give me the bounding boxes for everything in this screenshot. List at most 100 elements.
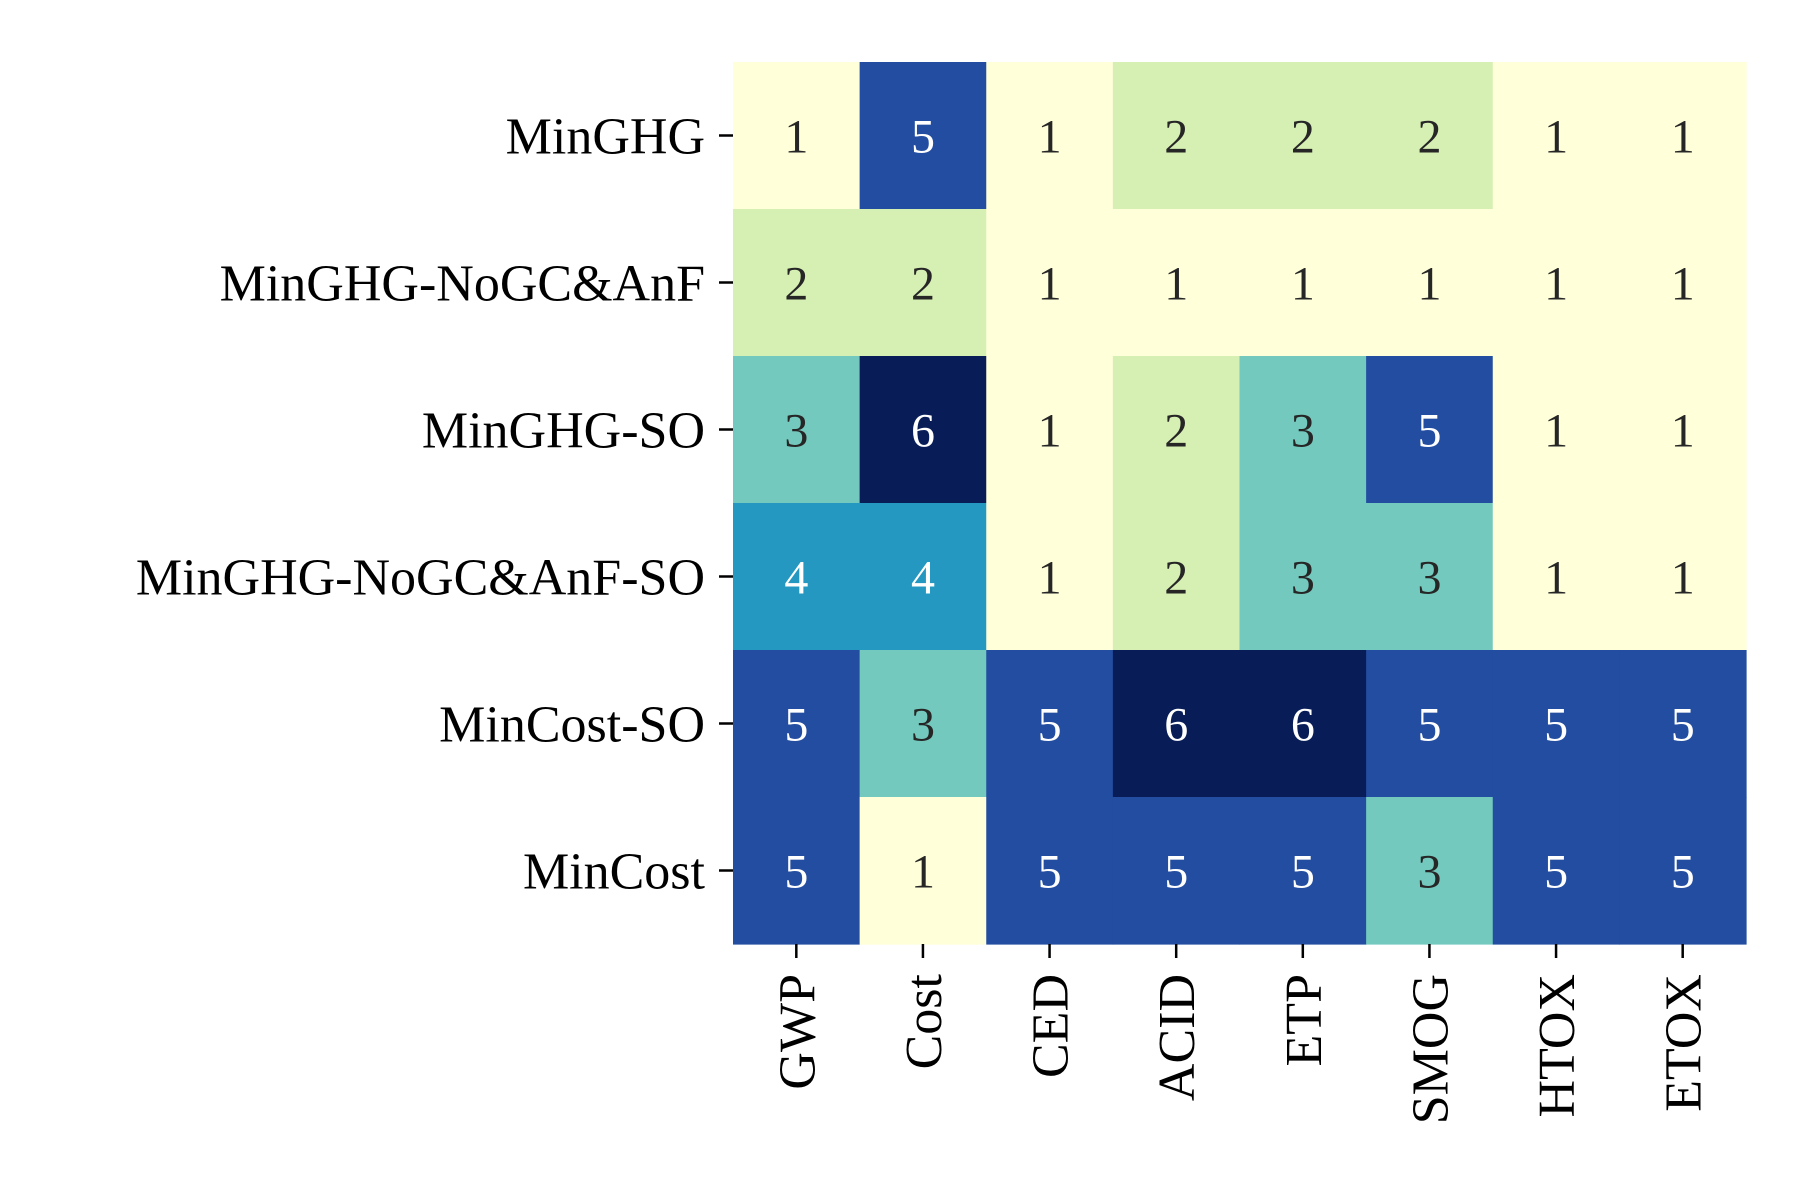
heatmap-cell-minghg-gwp bbox=[733, 62, 861, 210]
cell-value-label: 1 bbox=[1417, 258, 1441, 311]
heatmap-cell-minghg-nogcandanf-ced bbox=[986, 209, 1114, 357]
cell-value-label: 3 bbox=[1291, 552, 1315, 605]
heatmap-cell-mincost-etp bbox=[1239, 797, 1367, 945]
cell-value-label: 1 bbox=[1671, 405, 1695, 458]
cell-value-label: 1 bbox=[911, 846, 935, 899]
heatmap-cell-minghg-acid bbox=[1112, 62, 1241, 210]
cell-value-label: 2 bbox=[1417, 111, 1441, 164]
heatmap-cell-minghg-etp bbox=[1239, 62, 1367, 210]
heatmap-cell-minghg-htox bbox=[1492, 62, 1620, 210]
heatmap-cell-mincost-so-htox bbox=[1492, 650, 1620, 798]
heatmap-cell-minghg-nogcandanf-htox bbox=[1492, 209, 1620, 357]
cell-value-label: 1 bbox=[1544, 552, 1568, 605]
cell-value-label: 2 bbox=[1164, 552, 1188, 605]
cell-value-label: 3 bbox=[1417, 846, 1441, 899]
cell-value-label: 3 bbox=[1291, 405, 1315, 458]
heatmap-cell-minghg-nogcandanf-so-cost bbox=[859, 503, 987, 651]
heatmap-cell-minghg-so-cost bbox=[859, 356, 987, 504]
heatmap-cell-minghg-etox bbox=[1619, 62, 1747, 210]
column-label-acid: ACID bbox=[1149, 974, 1206, 1101]
heatmap-cell-minghg-nogcandanf-so-htox bbox=[1492, 503, 1620, 651]
heatmap-cell-mincost-cost bbox=[859, 797, 987, 945]
cell-value-label: 6 bbox=[911, 405, 935, 458]
cell-value-label: 5 bbox=[784, 699, 808, 752]
heatmap-cell-minghg-ced bbox=[986, 62, 1114, 210]
row-label-minghg: MinGHG bbox=[506, 109, 705, 166]
heatmap-cell-minghg-nogcandanf-so-ced bbox=[986, 503, 1114, 651]
cell-value-label: 1 bbox=[1164, 258, 1188, 311]
cell-value-label: 5 bbox=[1038, 699, 1062, 752]
cell-value-label: 5 bbox=[1291, 846, 1315, 899]
row-label-minghg-so: MinGHG-SO bbox=[422, 403, 705, 460]
row-label-mincost: MinCost bbox=[523, 844, 706, 901]
cell-value-label: 5 bbox=[1417, 405, 1441, 458]
cell-value-label: 1 bbox=[1038, 552, 1062, 605]
heatmap-cell-mincost-so-etp bbox=[1239, 650, 1367, 798]
heatmap-cell-mincost-so-ced bbox=[986, 650, 1114, 798]
heatmap-cell-minghg-so-htox bbox=[1492, 356, 1620, 504]
cell-value-label: 3 bbox=[784, 405, 808, 458]
cell-value-label: 5 bbox=[1417, 699, 1441, 752]
heatmap-cell-mincost-gwp bbox=[733, 797, 861, 945]
row-label-minghg-nogcandanf: MinGHG-NoGC&AnF bbox=[220, 256, 705, 313]
heatmap-cell-mincost-acid bbox=[1112, 797, 1241, 945]
column-label-smog: SMOG bbox=[1402, 974, 1459, 1124]
cell-value-label: 1 bbox=[1671, 111, 1695, 164]
cell-value-label: 2 bbox=[1164, 405, 1188, 458]
cell-value-label: 1 bbox=[1544, 111, 1568, 164]
y-axis: MinGHG MinGHG-NoGC&AnF MinGHG-SO MinGHG-NoG… bbox=[136, 109, 733, 901]
x-axis: GWP Cost CED ACID ETP SMOG HTOX ETOX bbox=[769, 944, 1713, 1124]
heatmap-cell-minghg-nogcandanf-acid bbox=[1112, 209, 1241, 357]
cell-value-label: 3 bbox=[1417, 552, 1441, 605]
column-label-ced: CED bbox=[1023, 974, 1080, 1078]
cell-value-label: 2 bbox=[1291, 111, 1315, 164]
cell-value-label: 5 bbox=[1038, 846, 1062, 899]
cell-value-label: 1 bbox=[1038, 111, 1062, 164]
heatmap-cell-minghg-so-smog bbox=[1366, 356, 1494, 504]
cell-value-label: 5 bbox=[1544, 699, 1568, 752]
heatmap-cell-minghg-so-ced bbox=[986, 356, 1114, 504]
row-label-minghg-nogcandanf-so: MinGHG-NoGC&AnF-SO bbox=[136, 550, 705, 607]
cell-value-label: 5 bbox=[784, 846, 808, 899]
cell-value-label: 5 bbox=[1544, 846, 1568, 899]
heatmap-cell-minghg-nogcandanf-smog bbox=[1366, 209, 1494, 357]
heatmap-cell-minghg-cost bbox=[859, 62, 987, 210]
cell-value-label: 4 bbox=[911, 552, 935, 605]
column-label-htox: HTOX bbox=[1529, 974, 1586, 1117]
column-label-etp: ETP bbox=[1276, 974, 1333, 1066]
heatmap-cell-minghg-nogcandanf-so-gwp bbox=[733, 503, 861, 651]
column-label-gwp: GWP bbox=[769, 974, 826, 1090]
heatmap-cell-minghg-so-acid bbox=[1112, 356, 1241, 504]
cell-value-label: 3 bbox=[911, 699, 935, 752]
cell-value-label: 6 bbox=[1164, 699, 1188, 752]
heatmap-cell-mincost-so-etox bbox=[1619, 650, 1747, 798]
heatmap-cell-minghg-nogcandanf-cost bbox=[859, 209, 987, 357]
heatmap-cell-minghg-so-etp bbox=[1239, 356, 1367, 504]
heatmap-cell-mincost-so-acid bbox=[1112, 650, 1241, 798]
cell-value-label: 1 bbox=[1544, 258, 1568, 311]
heatmap-cell-minghg-nogcandanf-so-smog bbox=[1366, 503, 1494, 651]
row-label-mincost-so: MinCost-SO bbox=[439, 697, 705, 754]
cell-value-label: 2 bbox=[911, 258, 935, 311]
heatmap-cell-minghg-nogcandanf-so-acid bbox=[1112, 503, 1241, 651]
cell-value-label: 5 bbox=[1671, 699, 1695, 752]
cell-value-label: 1 bbox=[1671, 552, 1695, 605]
cell-annotations: 1 5 1 2 2 2 1 1 2 2 1 1 1 1 1 1 3 6 1 2 3 5 1 1 4 4 1 2 3 3 1 1 5 3 5 6 6 5 5 5… bbox=[784, 111, 1694, 899]
heatmap-cell-mincost-so-smog bbox=[1366, 650, 1494, 798]
column-label-cost: Cost bbox=[896, 973, 953, 1069]
heatmap-cells bbox=[733, 62, 1747, 945]
cell-value-label: 2 bbox=[1164, 111, 1188, 164]
heatmap-cell-mincost-htox bbox=[1492, 797, 1620, 945]
cell-value-label: 5 bbox=[1671, 846, 1695, 899]
heatmap-cell-mincost-so-gwp bbox=[733, 650, 861, 798]
heatmap-cell-minghg-nogcandanf-etox bbox=[1619, 209, 1747, 357]
column-label-etox: ETOX bbox=[1656, 974, 1713, 1112]
heatmap-cell-mincost-smog bbox=[1366, 797, 1494, 945]
heatmap-cell-minghg-nogcandanf-so-etp bbox=[1239, 503, 1367, 651]
heatmap-cell-minghg-nogcandanf-so-etox bbox=[1619, 503, 1747, 651]
heatmap-cell-minghg-so-gwp bbox=[733, 356, 861, 504]
cell-value-label: 5 bbox=[911, 111, 935, 164]
heatmap-cell-minghg-nogcandanf-etp bbox=[1239, 209, 1367, 357]
heatmap-cell-minghg-smog bbox=[1366, 62, 1494, 210]
